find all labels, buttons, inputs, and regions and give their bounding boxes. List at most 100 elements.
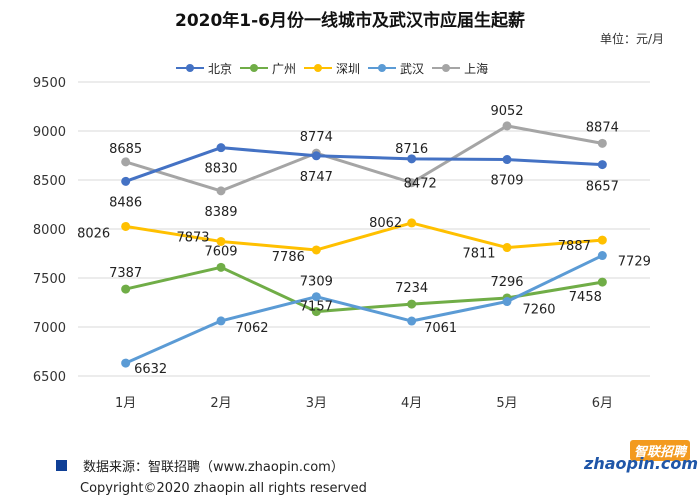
source-marker: [56, 460, 67, 471]
data-point: [121, 176, 131, 186]
data-point: [311, 245, 321, 255]
data-label: 7234: [395, 281, 428, 296]
legend-dot: [250, 64, 259, 72]
data-label: 7260: [522, 303, 555, 318]
legend-dot: [442, 64, 451, 72]
data-point: [597, 160, 607, 170]
data-point: [216, 236, 226, 246]
legend-swatch: [176, 62, 204, 74]
data-label: 8472: [404, 177, 437, 192]
data-label: 7309: [300, 275, 333, 290]
data-label: 7157: [300, 300, 333, 315]
data-label: 8657: [586, 180, 619, 195]
legend-item: 上海: [432, 60, 488, 77]
data-label: 7387: [109, 266, 142, 281]
y-tick-label: 6500: [33, 370, 66, 385]
data-point: [311, 292, 321, 302]
data-point: [597, 251, 607, 261]
copyright-text: Copyright©2020 zhaopin all rights reserv…: [80, 481, 367, 496]
x-tick-label: 2月: [210, 396, 231, 411]
y-tick-label: 7000: [33, 321, 66, 336]
legend-swatch: [240, 62, 269, 74]
x-tick-label: 3月: [306, 396, 327, 411]
legend-item: 北京: [176, 60, 232, 77]
y-tick-label: 8500: [33, 174, 66, 189]
data-point: [121, 284, 131, 294]
data-point: [311, 307, 321, 317]
legend-dot: [378, 64, 387, 72]
data-point: [121, 358, 131, 368]
data-label: 8389: [204, 205, 237, 220]
data-label: 7609: [204, 244, 237, 259]
data-point: [597, 138, 607, 148]
x-tick-label: 4月: [401, 396, 422, 411]
y-tick-label: 8000: [33, 223, 66, 238]
series-line-上海: [125, 124, 603, 193]
x-tick-label: 6月: [592, 396, 613, 411]
data-point: [407, 299, 417, 309]
source-text: 数据来源：智联招聘（www.zhaopin.com）: [83, 460, 344, 475]
data-label: 8709: [490, 174, 523, 189]
data-point: [216, 316, 226, 326]
data-label: 9052: [490, 104, 523, 119]
legend-label: 广州: [272, 61, 297, 76]
data-point: [216, 262, 226, 272]
data-label: 8685: [109, 142, 142, 157]
data-point: [121, 157, 131, 167]
data-point: [502, 121, 512, 131]
unit-label: 单位：元/月: [599, 32, 664, 46]
y-tick-label: 7500: [33, 272, 66, 287]
data-point: [502, 297, 512, 307]
data-point: [502, 155, 512, 165]
x-tick-label: 1月: [115, 396, 136, 411]
legend-label: 上海: [464, 61, 489, 76]
data-point: [502, 243, 512, 253]
series-line-武汉: [125, 254, 603, 365]
legend-label: 北京: [208, 61, 233, 76]
series-line-深圳: [125, 221, 603, 252]
legend-item: 武汉: [368, 60, 424, 77]
data-label: 8830: [204, 162, 237, 177]
series-line-北京: [125, 146, 603, 183]
y-tick-label: 9000: [33, 125, 66, 140]
logo-en-text: zhaopin.com: [584, 454, 699, 473]
data-label: 7061: [424, 321, 457, 336]
y-tick-label: 9500: [33, 76, 66, 91]
data-label: 7729: [618, 255, 651, 270]
data-point: [121, 221, 131, 231]
data-point: [216, 143, 226, 153]
legend-label: 深圳: [336, 61, 361, 76]
legend-item: 广州: [240, 60, 296, 77]
x-tick-label: 5月: [496, 396, 517, 411]
data-label: 7811: [462, 247, 495, 262]
chart-title: 2020年1-6月份一线城市及武汉市应届生起薪: [174, 11, 526, 31]
logo-cn-text: 智联招聘: [629, 440, 690, 461]
legend-label: 武汉: [400, 61, 425, 76]
data-point: [311, 151, 321, 161]
data-label: 7786: [272, 250, 305, 265]
data-label: 8716: [395, 142, 428, 157]
data-label: 8874: [586, 120, 619, 135]
data-label: 7873: [176, 230, 209, 245]
data-label: 8026: [77, 226, 110, 241]
data-point: [216, 186, 226, 196]
legend-swatch: [368, 62, 397, 74]
data-label: 7062: [235, 321, 268, 336]
data-point: [407, 316, 417, 326]
data-point: [597, 235, 607, 245]
legend-dot: [186, 64, 194, 72]
data-point: [407, 178, 417, 188]
data-label: 8747: [300, 170, 333, 185]
data-label: 8486: [109, 195, 142, 210]
data-label: 7887: [558, 239, 591, 254]
data-point: [407, 154, 417, 164]
legend-swatch: [304, 62, 333, 74]
data-label: 7296: [490, 275, 523, 290]
data-label: 7458: [569, 290, 602, 305]
data-point: [407, 218, 417, 228]
legend-item: 深圳: [304, 60, 360, 77]
data-point: [597, 277, 607, 287]
legend-dot: [314, 64, 323, 72]
data-label: 8062: [369, 216, 402, 231]
